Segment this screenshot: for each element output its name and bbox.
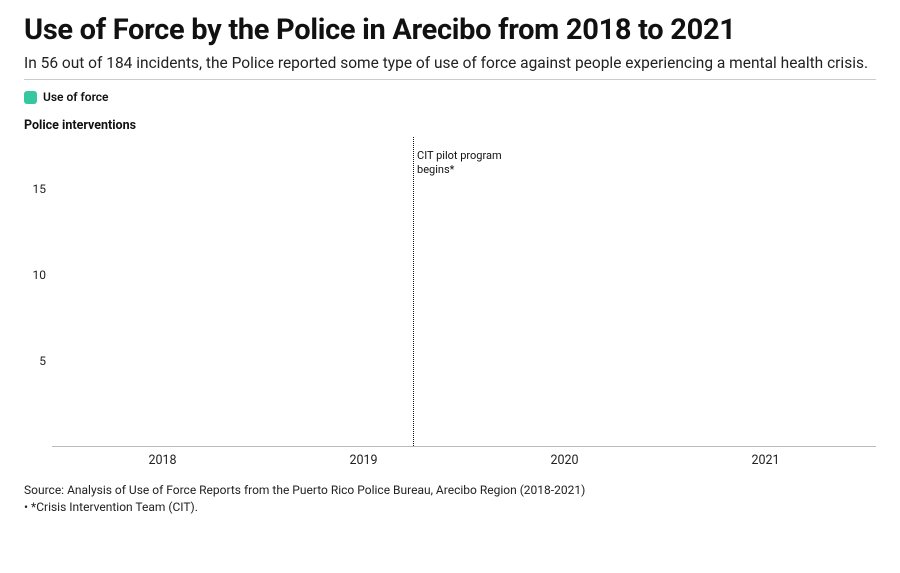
chart-footer: Source: Analysis of Use of Force Reports…	[24, 482, 876, 514]
x-tick-label: 2019	[275, 453, 452, 468]
x-tick-label: 2018	[74, 453, 251, 468]
plot-area: CIT pilot program begins*	[52, 137, 876, 447]
y-axis-label: Police interventions	[24, 118, 876, 133]
y-tick: 10	[33, 268, 47, 282]
divider	[24, 79, 876, 80]
bars-container	[52, 137, 876, 446]
source-text: Source: Analysis of Use of Force Reports…	[24, 482, 876, 498]
y-axis: 5 10 15	[24, 137, 52, 447]
annotation-line	[413, 137, 414, 446]
chart-subtitle: In 56 out of 184 incidents, the Police r…	[24, 53, 876, 73]
x-tick-label: 2020	[476, 453, 653, 468]
chart-title: Use of Force by the Police in Arecibo fr…	[24, 14, 876, 47]
x-axis: 2018 2019 2020 2021	[52, 447, 876, 468]
y-tick: 15	[33, 182, 47, 196]
legend: Use of force	[24, 90, 876, 104]
annotation-text: CIT pilot program begins*	[417, 149, 507, 175]
footnote-text: • *Crisis Intervention Team (CIT).	[24, 499, 876, 515]
x-tick-label: 2021	[677, 453, 854, 468]
legend-label: Use of force	[43, 90, 109, 104]
legend-swatch	[24, 91, 37, 104]
y-tick: 5	[39, 354, 46, 368]
